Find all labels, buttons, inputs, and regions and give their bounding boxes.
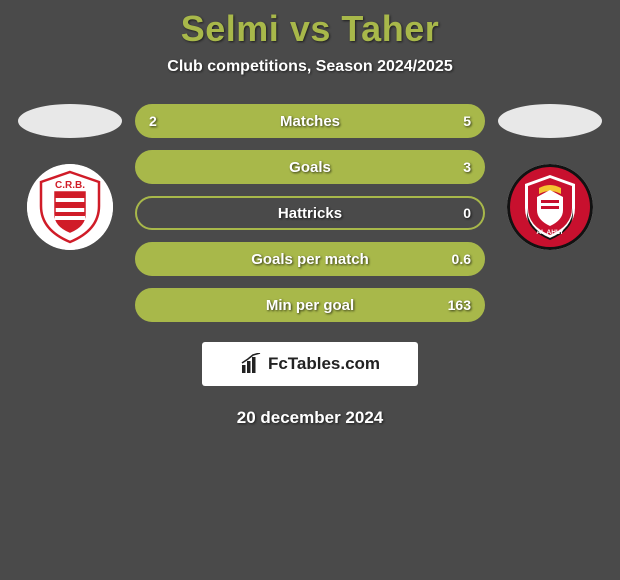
comparison-card: Selmi vs Taher Club competitions, Season… — [0, 0, 620, 428]
page-title: Selmi vs Taher — [0, 8, 620, 50]
fctables-label: FcTables.com — [268, 354, 380, 374]
right-side: AL AHLY — [495, 104, 605, 250]
stat-bar: Hattricks 0 — [135, 196, 485, 230]
alahly-logo-icon: AL AHLY — [507, 164, 593, 250]
stat-right-value: 5 — [463, 113, 471, 129]
stat-right-value: 0.6 — [452, 251, 471, 267]
stat-right-value: 0 — [463, 205, 471, 221]
stat-label: Goals per match — [251, 251, 369, 268]
comparison-row: C.R.B. 2 Matches 5 Goals 3 Hattricks 0 Goals pe… — [0, 104, 620, 322]
fctables-badge[interactable]: FcTables.com — [202, 342, 418, 386]
crb-logo-icon: C.R.B. — [27, 164, 113, 250]
date-label: 20 december 2024 — [0, 408, 620, 428]
right-team-badge: AL AHLY — [507, 164, 593, 250]
svg-text:AL AHLY: AL AHLY — [536, 229, 564, 236]
stat-right-value: 163 — [448, 297, 471, 313]
stat-bar: Goals per match 0.6 — [135, 242, 485, 276]
stat-label: Matches — [280, 113, 340, 130]
stat-right-value: 3 — [463, 159, 471, 175]
left-player-tag — [18, 104, 122, 138]
stat-bar: 2 Matches 5 — [135, 104, 485, 138]
stat-bar: Min per goal 163 — [135, 288, 485, 322]
stat-label: Min per goal — [266, 297, 354, 314]
stat-bars: 2 Matches 5 Goals 3 Hattricks 0 Goals per match… — [135, 104, 485, 322]
chart-icon — [240, 353, 262, 375]
left-team-badge: C.R.B. — [27, 164, 113, 250]
right-player-tag — [498, 104, 602, 138]
page-subtitle: Club competitions, Season 2024/2025 — [0, 58, 620, 76]
svg-text:C.R.B.: C.R.B. — [55, 180, 85, 191]
left-side: C.R.B. — [15, 104, 125, 250]
stat-label: Goals — [289, 159, 331, 176]
stat-bar: Goals 3 — [135, 150, 485, 184]
stat-left-value: 2 — [149, 113, 157, 129]
stat-label: Hattricks — [278, 205, 342, 222]
